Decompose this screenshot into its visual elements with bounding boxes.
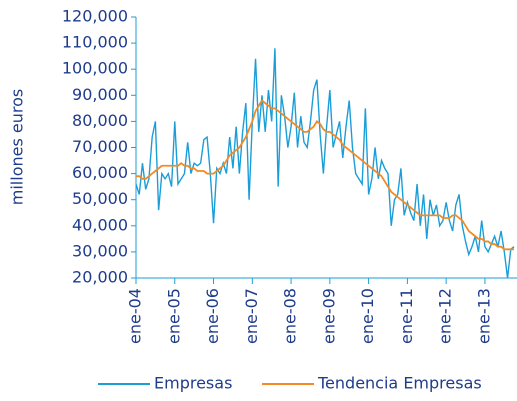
- y-tick-label: 70,000: [72, 137, 128, 156]
- series-line: [135, 48, 515, 279]
- y-tick-label: 60,000: [72, 163, 128, 182]
- legend-label: Empresas: [154, 374, 232, 393]
- series-line: [136, 99, 514, 251]
- y-tick-label: 90,000: [72, 85, 128, 104]
- y-tick-label: 50,000: [72, 189, 128, 208]
- y-tick-label: 20,000: [72, 268, 128, 287]
- x-tick-label: ene-07: [242, 288, 261, 344]
- x-tick-label: ene-05: [164, 288, 183, 344]
- x-tick-label: ene-11: [397, 288, 416, 344]
- x-tick-label: ene-09: [319, 288, 338, 344]
- x-tick-label: ene-08: [281, 288, 300, 344]
- y-tick-label: 100,000: [62, 59, 128, 78]
- y-tick-label: 110,000: [62, 33, 128, 52]
- y-tick-label: 30,000: [72, 241, 128, 260]
- x-tick-label: ene-12: [436, 288, 455, 344]
- y-axis-label: millones euros: [8, 89, 27, 205]
- y-tick-label: 120,000: [62, 7, 128, 26]
- x-tick-label: ene-04: [126, 288, 145, 344]
- legend-label: Tendencia Empresas: [317, 374, 482, 393]
- x-tick-label: ene-10: [358, 288, 377, 344]
- x-tick-label: ene-06: [203, 288, 222, 344]
- x-tick-label: ene-13: [474, 288, 493, 344]
- y-tick-label: 80,000: [72, 111, 128, 130]
- y-tick-label: 40,000: [72, 215, 128, 234]
